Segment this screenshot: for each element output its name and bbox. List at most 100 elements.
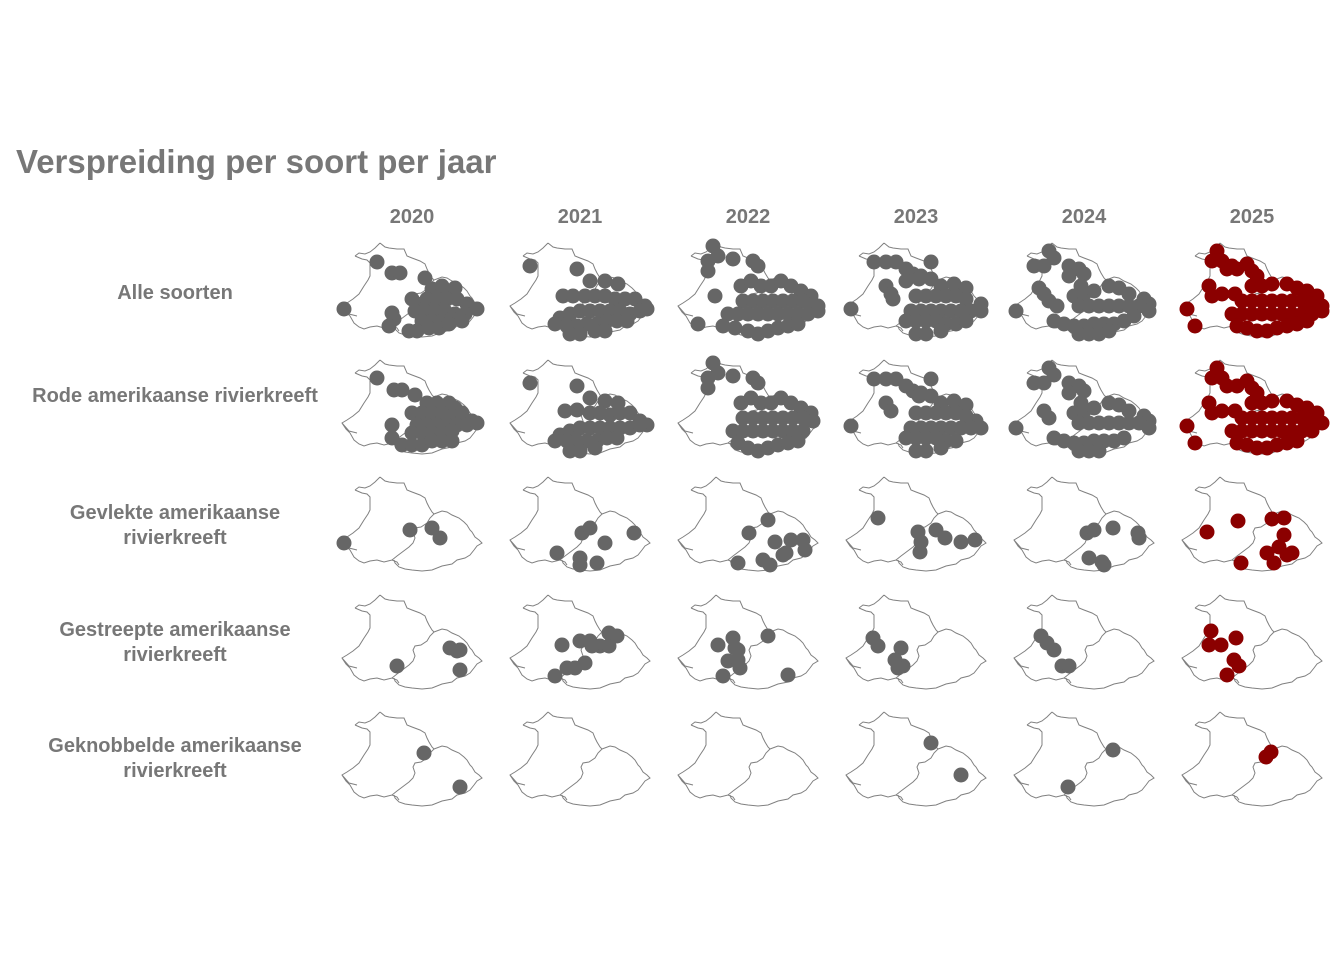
observation-dot xyxy=(547,668,563,684)
observation-dot xyxy=(780,667,796,683)
observation-dot xyxy=(1061,268,1077,284)
observation-dot xyxy=(582,273,598,289)
observation-dot xyxy=(1076,266,1092,282)
map-panel xyxy=(843,242,989,342)
observation-dot xyxy=(597,273,613,289)
region-outline-east xyxy=(897,510,987,572)
observation-dot xyxy=(933,323,949,339)
observation-dot xyxy=(407,387,423,403)
observation-dot xyxy=(946,393,962,409)
observation-dot xyxy=(454,405,470,421)
map-panel xyxy=(336,476,483,572)
observation-dot xyxy=(1263,744,1279,760)
region-outline-east xyxy=(393,745,483,807)
map-panel xyxy=(1013,476,1155,573)
year-header-2025: 2025 xyxy=(1229,206,1275,228)
observation-dot xyxy=(963,420,979,436)
map-panel xyxy=(1179,359,1330,456)
observation-dot xyxy=(750,375,766,391)
observation-dot xyxy=(597,393,613,409)
observation-dot xyxy=(725,368,741,384)
observation-dot xyxy=(1187,318,1203,334)
observation-dot xyxy=(547,433,563,449)
observation-dot xyxy=(690,316,706,332)
region-outline-east xyxy=(1233,510,1323,572)
observation-dot xyxy=(912,544,928,560)
species-label: Geknobbelde amerikaanse rivierkreeft xyxy=(48,735,302,782)
observation-dot xyxy=(1266,555,1282,571)
observation-dot xyxy=(601,638,617,654)
observation-dot xyxy=(958,291,974,307)
observation-dot xyxy=(890,660,906,676)
observation-dot xyxy=(1279,547,1295,563)
observation-dot xyxy=(762,557,778,573)
year-header-2023: 2023 xyxy=(893,206,939,228)
species-label: Gevlekte amerikaanse rivierkreeft xyxy=(69,502,281,549)
species-label: Gestreepte amerikaanse rivierkreeft xyxy=(59,619,291,666)
observation-dot xyxy=(1061,385,1077,401)
observation-dot xyxy=(923,735,939,751)
year-header-2022: 2022 xyxy=(725,206,771,228)
observation-dot xyxy=(1036,375,1052,391)
observation-dot xyxy=(911,271,927,287)
map-panel xyxy=(341,359,485,455)
observation-dot xyxy=(715,318,731,334)
observation-dot xyxy=(923,254,939,270)
region-outline-east xyxy=(897,745,987,807)
observation-dot xyxy=(1228,630,1244,646)
map-panel xyxy=(1179,242,1330,339)
region-outline-east xyxy=(1065,745,1155,807)
observation-dot xyxy=(1101,323,1117,339)
observation-dot xyxy=(522,258,538,274)
observation-dot xyxy=(760,628,776,644)
observation-dot xyxy=(1046,250,1062,266)
observation-dot xyxy=(1036,258,1052,274)
species-label: Alle soorten xyxy=(117,282,233,304)
map-panel xyxy=(509,476,651,573)
observation-dot xyxy=(1081,550,1097,566)
map-panel xyxy=(341,711,483,807)
region-outline-west xyxy=(341,476,435,566)
region-outline-east xyxy=(393,393,483,455)
observation-dot xyxy=(1046,642,1062,658)
observation-dot xyxy=(750,258,766,274)
observation-dot xyxy=(1179,301,1195,317)
observation-dot xyxy=(609,628,625,644)
observation-dot xyxy=(1264,511,1280,527)
year-header-2024: 2024 xyxy=(1061,206,1107,228)
observation-dot xyxy=(1289,433,1305,449)
observation-dot xyxy=(918,326,934,342)
observation-dot xyxy=(565,288,581,304)
observation-dot xyxy=(727,320,743,336)
map-panel xyxy=(677,594,819,690)
observation-dot xyxy=(1121,403,1137,419)
region-outline-east xyxy=(393,628,483,690)
observation-dot xyxy=(619,313,635,329)
map-panel xyxy=(1181,476,1323,572)
map-panel xyxy=(509,242,655,342)
observation-dot xyxy=(730,555,746,571)
observation-dot xyxy=(948,433,964,449)
region-outline-west xyxy=(509,711,603,801)
observation-dot xyxy=(452,642,468,658)
observation-dot xyxy=(1233,555,1249,571)
observation-dot xyxy=(597,323,613,339)
region-outline-east xyxy=(1233,628,1323,690)
observation-dot xyxy=(1203,623,1219,639)
observation-dot xyxy=(622,405,638,421)
observation-dot xyxy=(725,251,741,267)
region-outline-east xyxy=(729,628,819,690)
observation-dot xyxy=(444,433,460,449)
observation-dot xyxy=(1008,420,1024,436)
observation-dot xyxy=(1276,510,1292,526)
observation-dot xyxy=(760,512,776,528)
observation-dot xyxy=(452,662,468,678)
region-outline-east xyxy=(561,745,651,807)
observation-dot xyxy=(610,276,626,292)
observation-dot xyxy=(1264,276,1280,292)
observation-dot xyxy=(452,779,468,795)
map-panel xyxy=(677,711,819,807)
year-header-2020: 2020 xyxy=(389,206,435,228)
observation-dot xyxy=(805,413,821,429)
